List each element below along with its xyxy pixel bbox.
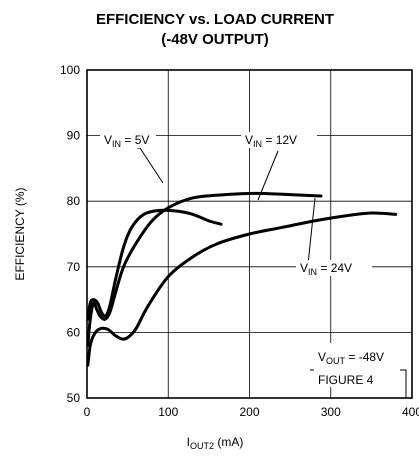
series-label-vin24: VIN = 24V <box>296 260 372 277</box>
y-axis-label: EFFICIENCY (%) <box>13 187 27 280</box>
series-line-vin5 <box>86 208 223 321</box>
plot-frame <box>86 69 413 399</box>
vout-annotation: VOUT = -48V FIGURE 4 <box>314 343 400 387</box>
svg-text:VIN = 24V: VIN = 24V <box>300 261 352 277</box>
leader-vin12 <box>257 150 279 201</box>
chart-title: EFFICIENCY vs. LOAD CURRENT <box>96 11 334 28</box>
y-tick-label: 50 <box>67 391 81 405</box>
chart-subtitle: (-48V OUTPUT) <box>161 31 269 48</box>
svg-text:VIN = 12V: VIN = 12V <box>245 133 297 149</box>
x-tick-label: 200 <box>239 405 259 419</box>
series-curves <box>86 191 398 367</box>
y-tick-label: 80 <box>67 194 81 208</box>
y-tick-label: 70 <box>67 260 81 274</box>
y-tick-label: 90 <box>67 129 81 143</box>
series-label-vin12: VIN = 12V <box>241 132 317 149</box>
x-tick-label: 0 <box>84 405 91 419</box>
svg-text:VIN = 5V: VIN = 5V <box>104 133 149 149</box>
x-tick-label: 400 <box>402 405 419 419</box>
leader-vin24 <box>307 197 316 265</box>
y-tick-label: 60 <box>67 325 81 339</box>
x-tick-label: 100 <box>158 405 178 419</box>
y-tick-label: 100 <box>60 63 80 77</box>
leader-vin5 <box>137 147 164 184</box>
vout-label: VOUT = -48V <box>318 350 384 366</box>
x-axis-label: IOUT2 (mA) <box>187 435 244 451</box>
x-tick-labels: 0 100 200 300 400 <box>84 405 419 419</box>
series-line-vin24 <box>86 211 398 367</box>
series-label-vin5: VIN = 5V <box>100 132 156 149</box>
x-tick-label: 300 <box>321 405 341 419</box>
y-tick-labels: 50 60 70 80 90 100 <box>60 63 80 405</box>
figure-label: FIGURE 4 <box>318 373 374 387</box>
series-line-vin12 <box>86 191 323 348</box>
